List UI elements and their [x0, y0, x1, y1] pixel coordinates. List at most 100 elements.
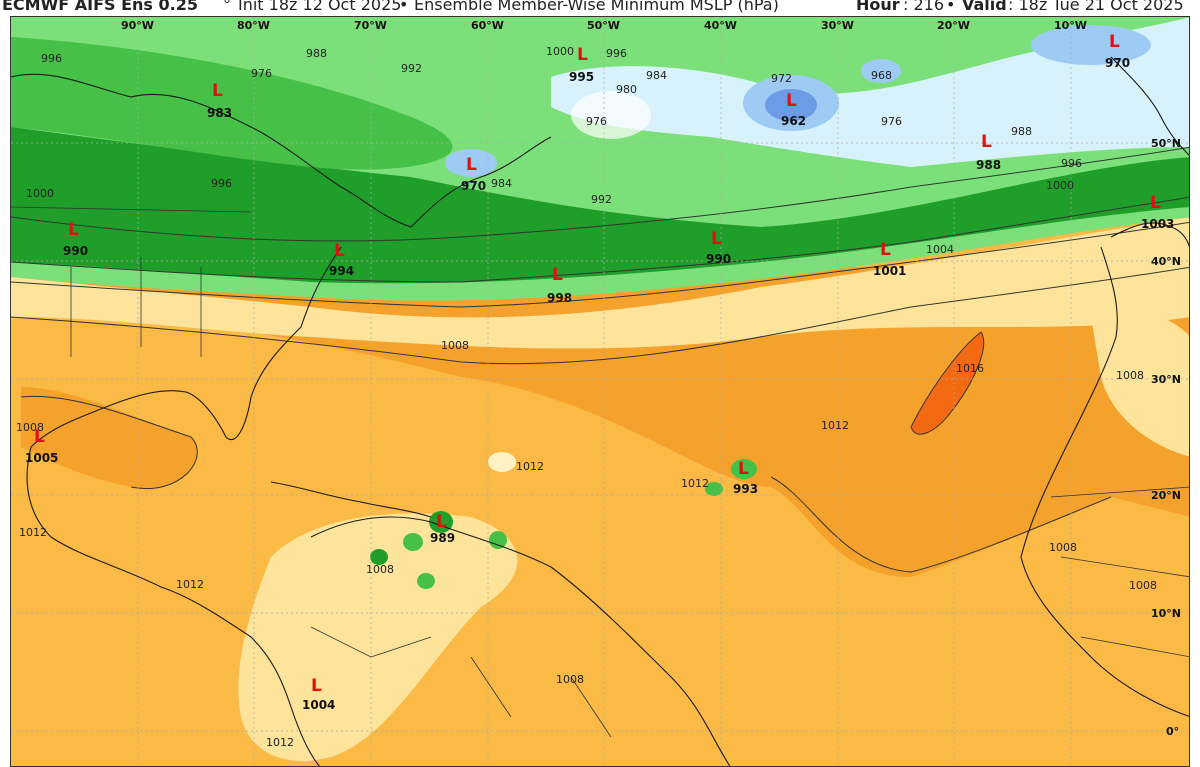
longitude-label: 80°W — [237, 19, 270, 32]
isobar-label: 1000 — [546, 45, 574, 58]
isobar-label: 984 — [646, 69, 667, 82]
low-center: L 1001 — [873, 240, 906, 278]
low-value: 970 — [461, 179, 486, 193]
degree-sign: ° — [223, 0, 231, 14]
isobar-label: 992 — [591, 193, 612, 206]
low-center: L 970 — [1105, 32, 1130, 70]
isobar-label: 1008 — [366, 563, 394, 576]
low-value: 1003 — [1141, 217, 1174, 231]
coastline-mexico-central-america — [26, 446, 321, 766]
isobar-label: 1000 — [1046, 179, 1074, 192]
isobar-992 — [11, 146, 1189, 242]
longitude-label: 20°W — [937, 19, 970, 32]
isobar-label: 1008 — [1129, 579, 1157, 592]
isobar-1004 — [11, 221, 1189, 308]
isobar-labels: 1000 996 984 980 976 972 968 976 988 996… — [16, 45, 1157, 749]
isobar-label: 976 — [586, 115, 607, 128]
low-marker: L — [68, 220, 79, 240]
low-marker: L — [34, 427, 45, 447]
low-value: 993 — [733, 482, 758, 496]
low-value: 1004 — [302, 698, 335, 712]
longitude-gridlines — [137, 17, 1072, 766]
low-marker: L — [212, 81, 223, 101]
low-value: 1001 — [873, 264, 906, 278]
valid-key: Valid — [962, 0, 1007, 14]
coastlines — [11, 56, 1189, 766]
pale-low-cell — [571, 91, 651, 139]
caribbean-low-4 — [489, 531, 507, 549]
latitude-label: 50°N — [1151, 137, 1181, 150]
mid-green-band — [11, 37, 453, 170]
low-center: L 970 — [461, 155, 486, 193]
border-africa — [1050, 486, 1189, 658]
blue-cell-northeast — [1031, 25, 1151, 65]
low-value: 990 — [63, 244, 88, 258]
isobar-label: 1012 — [821, 419, 849, 432]
header-separator: • — [399, 0, 409, 14]
isobar-label: 972 — [771, 72, 792, 85]
isobar-label: 1004 — [926, 243, 954, 256]
low-marker: L — [311, 676, 322, 696]
longitude-label: 50°W — [587, 19, 620, 32]
blue-low-inner — [765, 89, 817, 121]
latitude-label: 20°N — [1151, 489, 1181, 502]
isobar-label: 1000 — [26, 187, 54, 200]
low-marker: L — [436, 512, 447, 532]
longitude-label: 10°W — [1054, 19, 1087, 32]
caribbean-low-3 — [403, 533, 423, 551]
isobar-label: 984 — [491, 177, 512, 190]
borders — [11, 206, 1189, 738]
border-us-canada — [11, 206, 252, 213]
low-value: 970 — [1105, 56, 1130, 70]
coastline-africa-west — [1020, 246, 1189, 717]
isobar-label: 980 — [616, 83, 637, 96]
longitude-label: 40°W — [704, 19, 737, 32]
blue-cell-newfoundland — [445, 149, 497, 177]
latitude-label: 30°N — [1151, 373, 1181, 386]
isobar-label: 1012 — [176, 578, 204, 591]
isobar-label: 1008 — [556, 673, 584, 686]
isobar-label: 988 — [306, 47, 327, 60]
isobar-label: 968 — [871, 69, 892, 82]
caribbean-low-2 — [370, 549, 388, 565]
low-value: 995 — [569, 70, 594, 84]
isobar-label: 1016 — [956, 362, 984, 375]
low-value: 994 — [329, 264, 354, 278]
coastline-iberia — [1110, 222, 1189, 248]
longitude-label: 60°W — [471, 19, 504, 32]
coastline-us-east-gulf — [30, 246, 342, 448]
low-value: 989 — [430, 531, 455, 545]
low-marker: L — [880, 240, 891, 260]
longitude-label: 70°W — [354, 19, 387, 32]
low-marker: L — [577, 45, 588, 65]
low-center: L 1005 — [25, 427, 58, 465]
grid-labels: 90°W 80°W 70°W 60°W 50°W 40°W 30°W 20°W … — [121, 19, 1181, 738]
map-header: ECMWF AIFS Ens 0.25 ° Init 18z 12 Oct 20… — [0, 0, 1200, 16]
low-center: L 994 — [329, 241, 354, 278]
isobar-label: 988 — [1011, 125, 1032, 138]
low-marker: L — [552, 265, 563, 285]
isobar-1012 — [770, 476, 1112, 573]
low-value: 1005 — [25, 451, 58, 465]
init-time: Init 18z 12 Oct 2025 — [238, 0, 402, 14]
low-center: L 995 — [569, 45, 594, 84]
low-center: L 998 — [547, 265, 572, 305]
low-value: 962 — [781, 114, 806, 128]
isobar-label: 996 — [41, 52, 62, 65]
longitude-label: 90°W — [121, 19, 154, 32]
pressure-map: 1000 996 984 980 976 972 968 976 988 996… — [10, 16, 1190, 767]
longitude-label: 30°W — [821, 19, 854, 32]
hour-key: Hour — [856, 0, 900, 14]
isobar-label: 1008 — [16, 421, 44, 434]
latitude-gridlines — [11, 142, 1189, 732]
product-title: Ensemble Member-Wise Minimum MSLP (hPa) — [414, 0, 779, 14]
low-value: 983 — [207, 106, 232, 120]
low-value: 998 — [547, 291, 572, 305]
low-marker: L — [711, 229, 722, 249]
isobar-label: 1008 — [1049, 541, 1077, 554]
border-us-states — [70, 257, 202, 357]
high-pressure-core — [911, 332, 984, 435]
blue-cell-east — [861, 59, 901, 83]
low-center: L 993 — [733, 459, 758, 496]
